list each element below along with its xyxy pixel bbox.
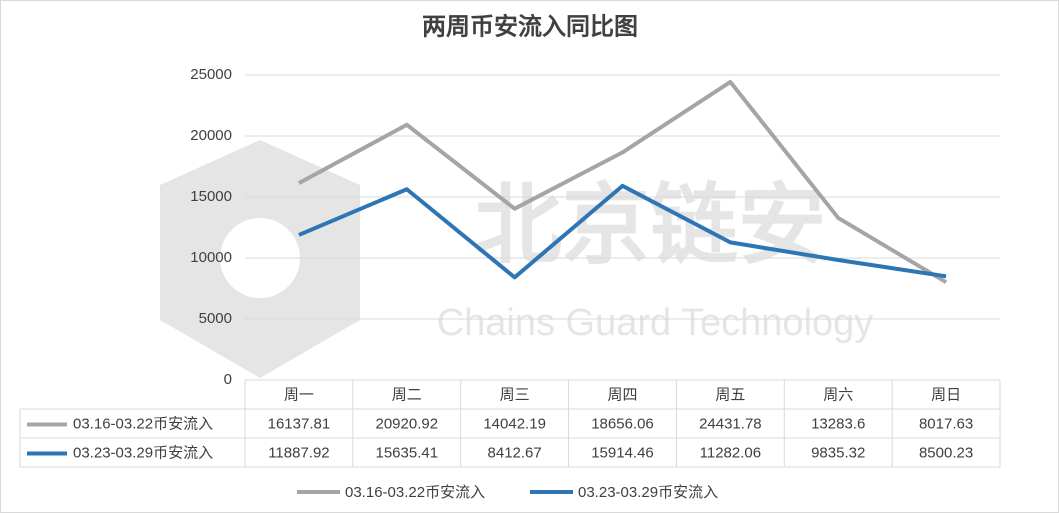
table-cell: 11887.92 [268,444,329,461]
legend-label: 03.23-03.29币安流入 [578,484,718,501]
table-cell: 11282.06 [700,444,761,461]
x-tick-label: 周六 [823,386,853,403]
x-tick-label: 周日 [931,386,961,403]
chart-title: 两周币安流入同比图 [422,12,638,41]
x-tick-label: 周二 [392,386,422,403]
x-tick-label: 周一 [284,386,314,403]
table-cell: 13283.6 [811,415,865,432]
table-row-label: 03.23-03.29币安流入 [73,444,213,461]
series-line [297,79,948,284]
x-tick-label: 周五 [715,386,745,403]
table-row-label: 03.16-03.22币安流入 [73,415,213,432]
x-tick-label: 周四 [607,386,637,403]
series-line [298,183,947,280]
table-cell: 8017.63 [919,415,973,432]
y-tick-label: 20000 [190,127,232,144]
table-cell: 8500.23 [919,444,973,461]
table-cell: 16137.81 [268,415,331,432]
table-cell: 9835.32 [811,444,865,461]
y-tick-label: 25000 [190,66,232,83]
table-cell: 20920.92 [375,415,438,432]
table-cell: 18656.06 [591,415,654,432]
watermark: 北京链安 Chains Guard Technology [160,140,873,378]
legend-label: 03.16-03.22币安流入 [345,484,485,501]
table-cell: 15635.41 [375,444,438,461]
x-tick-label: 周三 [500,386,530,403]
table-cell: 15914.46 [591,444,654,461]
table-cell: 24431.78 [699,415,762,432]
y-tick-label: 15000 [190,188,232,205]
table-cell: 8412.67 [488,444,542,461]
table-cell: 14042.19 [483,415,546,432]
watermark-text: 北京链安 [474,175,826,274]
y-tick-label: 5000 [199,310,232,327]
y-tick-label: 10000 [190,249,232,266]
watermark-subtext: Chains Guard Technology [437,302,874,344]
y-tick-label: 0 [224,371,232,388]
